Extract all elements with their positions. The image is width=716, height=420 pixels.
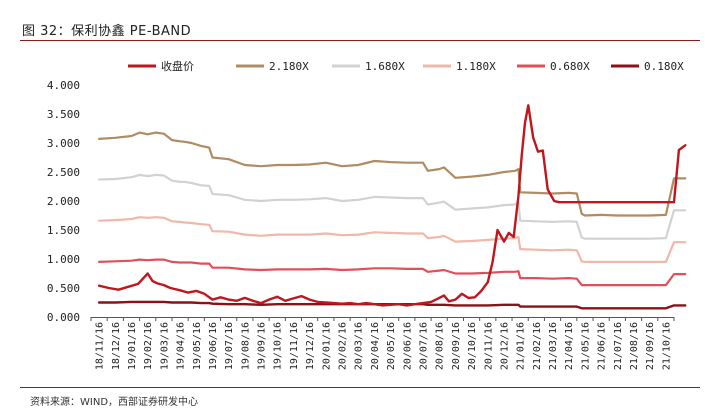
x-tick-label: 21/06/16 bbox=[597, 322, 608, 370]
x-tick-label: 20/01/16 bbox=[321, 322, 332, 370]
x-tick-label: 19/04/16 bbox=[176, 322, 187, 370]
x-tick-label: 19/11/16 bbox=[289, 322, 300, 370]
x-tick-label: 19/01/16 bbox=[127, 322, 138, 370]
x-tick-label: 21/07/16 bbox=[613, 322, 624, 370]
x-tick-label: 21/05/16 bbox=[580, 322, 591, 370]
x-tick-label: 20/06/16 bbox=[402, 322, 413, 370]
x-tick-label: 20/11/16 bbox=[483, 322, 494, 370]
x-tick-label: 19/09/16 bbox=[257, 322, 268, 370]
series-line-1-680x bbox=[97, 173, 687, 240]
source-note: 资料来源：WIND，西部证券研发中心 bbox=[30, 397, 199, 408]
legend-label-2-180x: 2.180X bbox=[269, 60, 309, 73]
y-tick-label: 3.500 bbox=[47, 108, 80, 121]
x-tick-label: 19/07/16 bbox=[224, 322, 235, 370]
x-tick-label: 19/03/16 bbox=[159, 322, 170, 370]
legend-label-1-680x: 1.680X bbox=[365, 60, 405, 73]
x-tick-label: 20/07/16 bbox=[418, 322, 429, 370]
x-tick-label: 20/04/16 bbox=[370, 322, 381, 370]
x-tick-label: 21/09/16 bbox=[645, 322, 656, 370]
series-line-1-180x bbox=[97, 216, 687, 263]
legend-label-0-680x: 0.680X bbox=[550, 60, 590, 73]
y-axis: 0.000 0.500 1.000 1.500 2.000 2.500 3.000 3.500… bbox=[47, 79, 80, 324]
x-tick-label: 21/02/16 bbox=[532, 322, 543, 370]
x-tick-label: 20/08/16 bbox=[435, 322, 446, 370]
x-tick-label: 19/12/16 bbox=[305, 322, 316, 370]
x-tick-label: 18/11/16 bbox=[95, 322, 106, 370]
x-tick-label: 21/04/16 bbox=[564, 322, 575, 370]
x-tick-label: 21/08/16 bbox=[629, 322, 640, 370]
series-line-0-680x bbox=[97, 258, 687, 287]
x-tick-label: 19/10/16 bbox=[273, 322, 284, 370]
x-tick-label: 18/12/16 bbox=[111, 322, 122, 370]
y-tick-label: 1.000 bbox=[47, 253, 80, 266]
bottom-rule bbox=[20, 387, 700, 388]
x-tick-label: 19/06/16 bbox=[208, 322, 219, 370]
series-line-close bbox=[97, 104, 687, 307]
y-tick-label: 0.500 bbox=[47, 282, 80, 295]
x-tick-label: 20/10/16 bbox=[467, 322, 478, 370]
y-tick-label: 4.000 bbox=[47, 79, 80, 92]
y-tick-label: 1.500 bbox=[47, 224, 80, 237]
legend-label-0-180x: 0.180X bbox=[644, 60, 684, 73]
x-tick-label: 20/03/16 bbox=[354, 322, 365, 370]
x-tick-label: 19/08/16 bbox=[240, 322, 251, 370]
x-tick-label: 20/09/16 bbox=[451, 322, 462, 370]
legend-label-1-180x: 1.180X bbox=[456, 60, 496, 73]
x-tick-label: 20/02/16 bbox=[338, 322, 349, 370]
x-tick-label: 20/05/16 bbox=[386, 322, 397, 370]
y-tick-label: 2.000 bbox=[47, 195, 80, 208]
x-tick-label: 19/02/16 bbox=[143, 322, 154, 370]
y-tick-label: 3.000 bbox=[47, 137, 80, 150]
y-tick-label: 0.000 bbox=[47, 311, 80, 324]
series-group bbox=[97, 104, 687, 310]
legend-label-close: 收盘价 bbox=[161, 59, 194, 73]
figure-title: 图 32：保利协鑫 PE-BAND bbox=[22, 24, 192, 39]
x-tick-label: 20/12/16 bbox=[499, 322, 510, 370]
top-rule bbox=[20, 40, 700, 41]
y-tick-label: 2.500 bbox=[47, 166, 80, 179]
x-tick-label: 19/05/16 bbox=[192, 322, 203, 370]
x-axis: 18/11/16 18/12/16 19/01/16 19/02/16 19/03/16… bbox=[90, 317, 675, 370]
legend: 收盘价 2.180X 1.680X 1.180X 0.680X 0.180X bbox=[128, 59, 684, 73]
x-tick-label: 21/10/16 bbox=[661, 322, 672, 370]
series-line-2-180x bbox=[97, 131, 687, 217]
x-tick-label: 21/03/16 bbox=[548, 322, 559, 370]
x-tick-label: 21/01/16 bbox=[516, 322, 527, 370]
